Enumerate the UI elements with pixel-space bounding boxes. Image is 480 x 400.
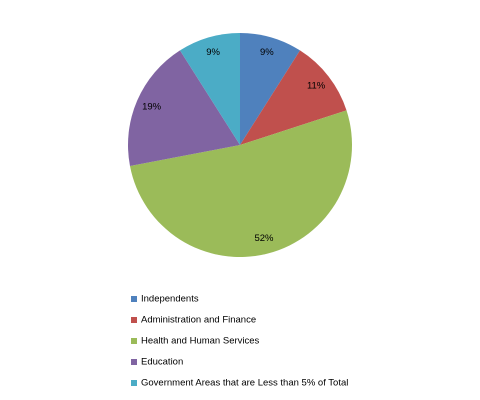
pie-slice	[129, 110, 352, 257]
legend-marker	[131, 380, 137, 386]
legend-label: Government Areas that are Less than 5% o…	[141, 378, 348, 389]
data-label: 9%	[206, 47, 220, 58]
pie-slice	[128, 50, 240, 166]
data-label: 9%	[260, 47, 274, 58]
data-label: 52%	[254, 233, 274, 244]
legend-marker	[131, 296, 137, 302]
legend-marker	[131, 338, 137, 344]
legend-marker	[131, 359, 137, 365]
legend-label: Education	[141, 357, 183, 368]
data-label: 11%	[307, 80, 326, 91]
legend-label: Administration and Finance	[141, 315, 256, 326]
legend-marker	[131, 317, 137, 323]
pie-slice	[240, 50, 347, 145]
legend-label: Health and Human Services	[141, 336, 260, 347]
legend-label: Independents	[141, 294, 199, 305]
data-label: 19%	[142, 101, 162, 112]
pie-slice	[179, 33, 240, 145]
pie-slice	[240, 33, 301, 145]
